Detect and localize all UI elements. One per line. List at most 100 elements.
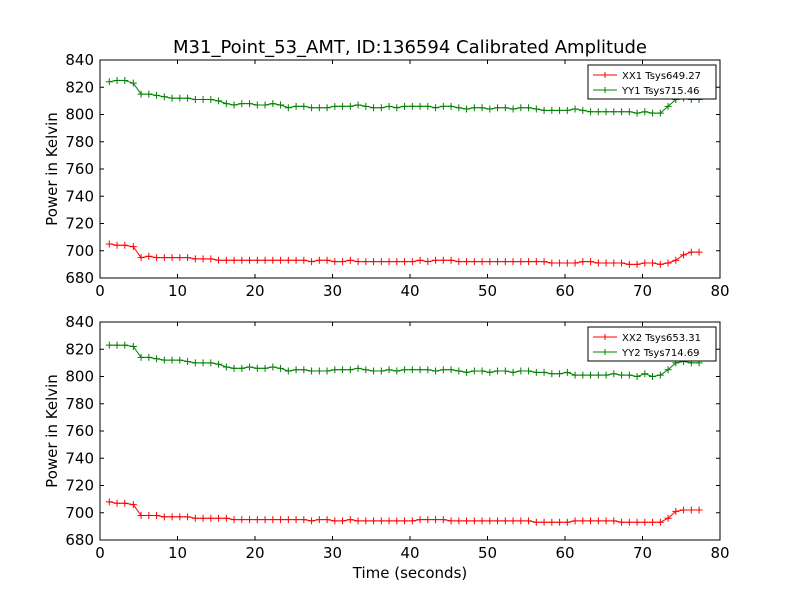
data-point — [486, 368, 494, 376]
data-point — [618, 371, 626, 379]
data-point — [385, 258, 393, 266]
y-tick-label: 820 — [65, 78, 94, 96]
data-point — [362, 366, 370, 374]
series-xx1 — [105, 240, 703, 268]
y-tick-label: 780 — [65, 395, 94, 413]
data-point — [137, 511, 145, 519]
data-point — [323, 367, 331, 375]
data-point — [563, 106, 571, 114]
data-point — [478, 104, 486, 112]
x-tick-label: 30 — [323, 282, 342, 300]
legend-label: YY2 Tsys714.69 — [621, 348, 700, 359]
data-point — [137, 353, 145, 361]
data-point — [346, 102, 354, 110]
data-point — [354, 258, 362, 266]
data-point — [478, 517, 486, 525]
data-point — [602, 371, 610, 379]
data-point — [129, 79, 137, 87]
data-point — [532, 105, 540, 113]
data-point — [137, 90, 145, 98]
data-point — [633, 260, 641, 268]
data-point — [315, 367, 323, 375]
data-point — [641, 259, 649, 267]
data-point — [625, 260, 633, 268]
legend: XX1 Tsys649.27 YY1 Tsys715.46 — [587, 64, 717, 100]
data-point — [455, 517, 463, 525]
data-point — [408, 258, 416, 266]
legend-marker — [602, 87, 608, 93]
data-point — [563, 518, 571, 526]
data-point — [455, 104, 463, 112]
data-point — [153, 511, 161, 519]
data-point — [129, 243, 137, 251]
data-point — [602, 108, 610, 116]
data-point — [385, 366, 393, 374]
data-point — [215, 514, 223, 522]
data-point — [618, 108, 626, 116]
data-point — [315, 104, 323, 112]
data-point — [184, 94, 192, 102]
y-tick-label: 700 — [65, 504, 94, 522]
data-point — [501, 104, 509, 112]
data-point — [207, 96, 215, 104]
data-point — [331, 258, 339, 266]
y-tick-label: 840 — [65, 313, 94, 331]
data-point — [346, 256, 354, 264]
data-point — [354, 101, 362, 109]
data-point — [447, 517, 455, 525]
data-point — [548, 259, 556, 267]
data-point — [687, 506, 695, 514]
data-point — [408, 366, 416, 374]
data-point — [393, 258, 401, 266]
y-tick-label: 680 — [65, 269, 94, 287]
data-point — [695, 248, 703, 256]
data-point — [253, 256, 261, 264]
data-point — [540, 106, 548, 114]
data-point — [129, 501, 137, 509]
x-axis-label: Time (seconds) — [352, 564, 468, 582]
data-point — [571, 371, 579, 379]
data-point — [370, 258, 378, 266]
data-point — [556, 370, 564, 378]
y-tick-label: 800 — [65, 368, 94, 386]
data-point — [238, 256, 246, 264]
series-yy2 — [105, 341, 703, 380]
x-tick-label: 20 — [245, 282, 264, 300]
data-point — [370, 104, 378, 112]
data-point — [105, 341, 113, 349]
data-point — [377, 367, 385, 375]
data-point — [424, 366, 432, 374]
data-point — [656, 518, 664, 526]
data-point — [494, 517, 502, 525]
data-point — [284, 516, 292, 524]
series-yy1 — [105, 76, 703, 117]
x-tick-label: 70 — [633, 544, 652, 562]
legend-marker — [602, 334, 608, 340]
data-point — [105, 240, 113, 248]
data-point — [625, 371, 633, 379]
data-point — [277, 101, 285, 109]
data-point — [153, 91, 161, 99]
data-point — [649, 259, 657, 267]
data-point — [432, 516, 440, 524]
data-point — [447, 366, 455, 374]
data-point — [517, 517, 525, 525]
data-point — [532, 258, 540, 266]
data-point — [113, 76, 121, 84]
data-point — [113, 341, 121, 349]
data-point — [517, 104, 525, 112]
data-point — [633, 518, 641, 526]
data-point — [610, 259, 618, 267]
data-point — [184, 513, 192, 521]
data-point — [191, 514, 199, 522]
data-point — [339, 258, 347, 266]
data-point — [532, 368, 540, 376]
data-point — [331, 102, 339, 110]
x-tick-label: 70 — [633, 282, 652, 300]
data-point — [105, 78, 113, 86]
data-point — [176, 254, 184, 262]
data-point — [641, 370, 649, 378]
data-point — [463, 368, 471, 376]
data-point — [501, 517, 509, 525]
